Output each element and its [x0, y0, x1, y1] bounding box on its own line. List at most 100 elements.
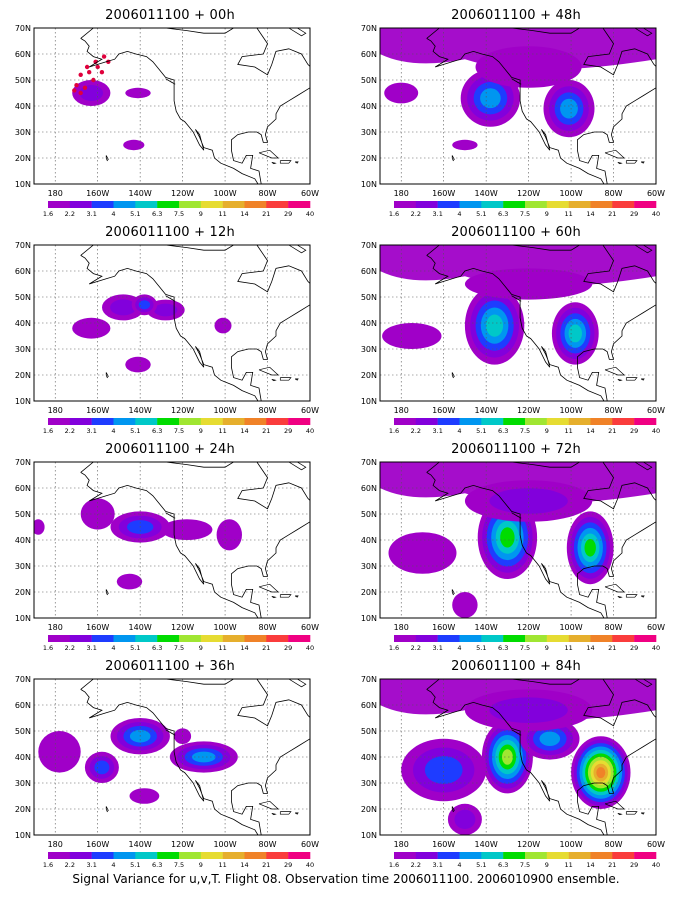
colorbar-label: 9 [545, 210, 549, 218]
colorbar-label: 4 [457, 861, 461, 869]
colorbar-swatch [91, 635, 114, 642]
colorbar-label: 6.3 [152, 861, 162, 869]
lon-label: 80W [604, 406, 622, 415]
colorbar-label: 40 [306, 644, 314, 652]
colorbar-swatch [266, 852, 289, 859]
lon-label: 100W [559, 406, 582, 415]
colorbar-label: 5.1 [476, 427, 486, 435]
coastline [640, 595, 645, 598]
coastline [633, 679, 653, 688]
colorbar-label: 1.6 [43, 210, 53, 218]
colorbar-label: 14 [240, 427, 248, 435]
coastline [287, 245, 307, 254]
colorbar-label: 4 [111, 644, 115, 652]
colorbar-swatch [244, 852, 267, 859]
colorbar-swatch [590, 201, 613, 208]
colorbar-swatch [113, 635, 136, 642]
colorbar-swatch [568, 852, 591, 859]
colorbar-swatch [503, 201, 526, 208]
colorbar-label: 6.3 [498, 427, 508, 435]
colorbar-label: 7.5 [520, 861, 530, 869]
colorbar-swatch [503, 852, 526, 859]
colorbar-swatch [179, 201, 202, 208]
colorbar-label: 29 [284, 427, 292, 435]
map-frame [379, 27, 657, 185]
lat-label: 30N [15, 562, 31, 571]
coastline [105, 372, 109, 379]
map-frame [33, 27, 311, 185]
variance-contour [116, 573, 143, 590]
coastline [511, 512, 522, 519]
colorbar-label: 5.1 [476, 210, 486, 218]
lon-label: 120W [171, 406, 194, 415]
colorbar-label: 2.2 [65, 427, 75, 435]
colorbar-swatch [503, 635, 526, 642]
lat-label: 10N [361, 614, 377, 623]
colorbar-label: 14 [586, 644, 594, 652]
colorbar-swatch [525, 852, 548, 859]
colorbar-label: 5.1 [130, 861, 140, 869]
panel-title: 2006011100 + 60h [451, 225, 581, 240]
panel-title: 2006011100 + 84h [451, 659, 581, 674]
colorbar-label: 4 [457, 210, 461, 218]
variance-contour [464, 268, 593, 300]
colorbar-swatch [288, 852, 311, 859]
variance-contour [475, 46, 582, 88]
coastline [617, 813, 623, 816]
panel-title: 2006011100 + 00h [105, 8, 235, 23]
colorbar-label: 3.1 [87, 644, 97, 652]
colorbar-label: 6.3 [152, 644, 162, 652]
colorbar-label: 4 [111, 427, 115, 435]
coastline [511, 295, 522, 302]
colorbar-swatch [135, 418, 158, 425]
lat-label: 20N [361, 588, 377, 597]
coastline [625, 160, 638, 164]
colorbar-label: 14 [586, 210, 594, 218]
colorbar-swatch [437, 852, 460, 859]
map-frame [379, 244, 657, 402]
colorbar-label: 29 [284, 861, 292, 869]
lon-label: 140W [475, 623, 498, 632]
lat-label: 30N [361, 128, 377, 137]
coastline [294, 378, 299, 381]
map-panel: 2006011100 + 48h 70N 60N 50N 40N 30N 20N 10N 180… [346, 8, 686, 223]
colorbar-swatch [113, 201, 136, 208]
lat-label: 70N [15, 675, 31, 684]
colorbar-label: 9 [545, 644, 549, 652]
colorbar-label: 4 [457, 644, 461, 652]
colorbar-swatch [157, 418, 180, 425]
lat-label: 50N [361, 510, 377, 519]
colorbar-swatch [200, 201, 223, 208]
lon-label: 180 [394, 623, 409, 632]
variance-contour [192, 751, 216, 763]
lon-label: 140W [475, 189, 498, 198]
lon-label: 60W [301, 406, 319, 415]
colorbar-label: 9 [199, 861, 203, 869]
coastline [426, 28, 656, 184]
lat-label: 20N [361, 371, 377, 380]
lat-label: 30N [15, 128, 31, 137]
colorbar-label: 2.2 [411, 644, 421, 652]
colorbar-label: 14 [240, 644, 248, 652]
colorbar-swatch [437, 201, 460, 208]
coastline [640, 161, 645, 164]
coastline [165, 295, 176, 302]
coastline [287, 679, 307, 688]
lat-label: 60N [361, 50, 377, 59]
colorbar-label: 3.1 [433, 427, 443, 435]
colorbar-swatch [179, 418, 202, 425]
lon-label: 80W [258, 840, 276, 849]
colorbar-swatch [288, 635, 311, 642]
colorbar-label: 29 [630, 210, 638, 218]
coastline [633, 28, 653, 37]
colorbar-label: 3.1 [87, 427, 97, 435]
variance-contour [454, 809, 476, 829]
colorbar-label: 1.6 [43, 427, 53, 435]
coastline [105, 806, 109, 813]
colorbar-label: 21 [262, 427, 270, 435]
variance-contour [38, 731, 81, 773]
colorbar-swatch [546, 201, 569, 208]
colorbar-label: 1.6 [389, 427, 399, 435]
lon-label: 100W [559, 189, 582, 198]
figure-caption: Signal Variance for u,v,T. Flight 08. Ob… [72, 872, 620, 886]
